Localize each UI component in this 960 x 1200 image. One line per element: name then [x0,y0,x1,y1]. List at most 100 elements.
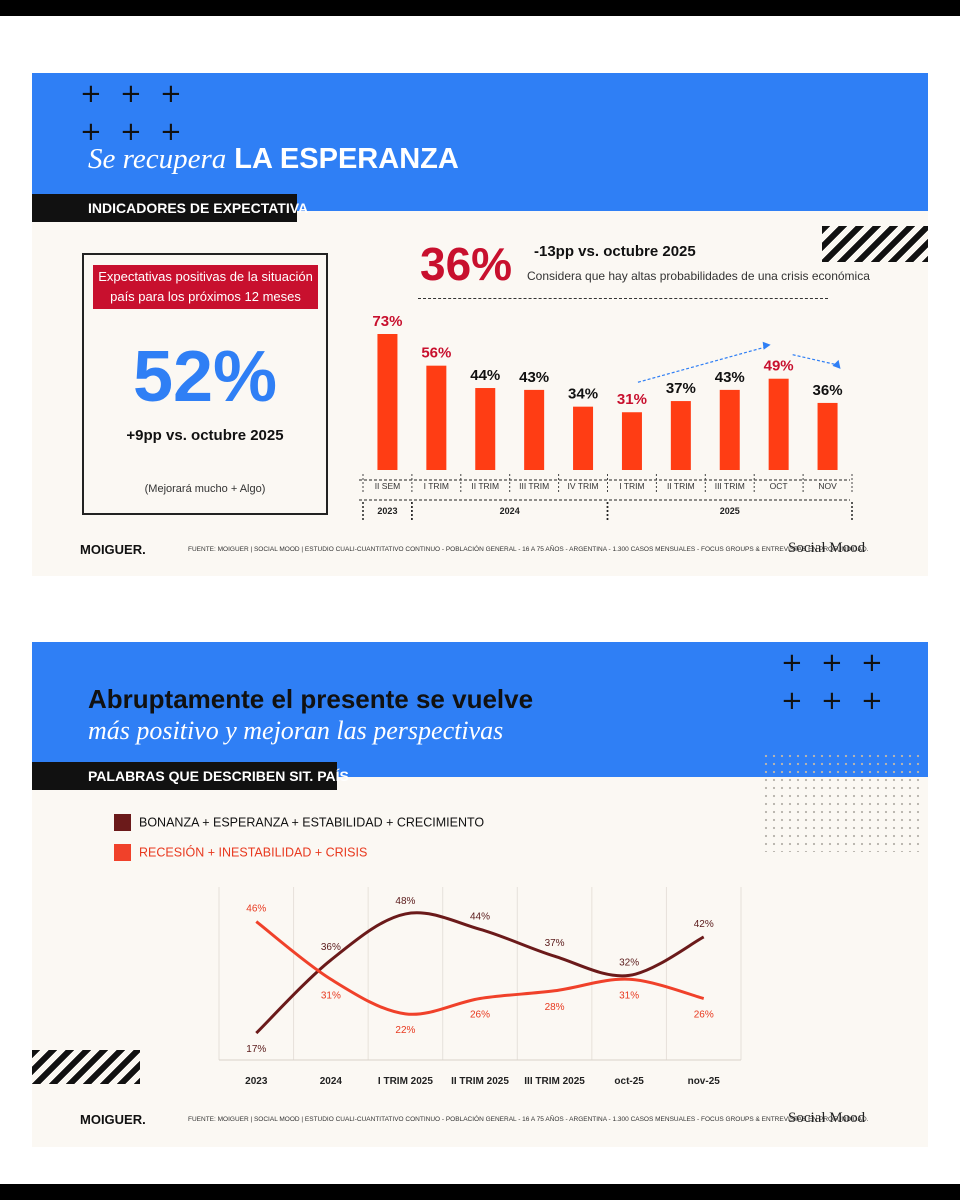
bottom-black-bar [0,1184,960,1200]
x-tick-label: NOV [818,481,837,491]
kpi-label-line2: país para los próximos 12 meses [110,289,301,304]
plus-icon: + [160,117,182,147]
data-label: 17% [246,1044,266,1055]
header-banner: + + + + + + Abruptamente el presente se … [32,642,928,777]
plus-icon: + [781,686,803,716]
slide-esperanza: + + + + + + Se recupera LA ESPERANZA IND… [32,73,928,576]
data-label: 37% [545,938,565,949]
social-mood-logo: Social Mood [788,1110,866,1126]
section-label: PALABRAS QUE DESCRIBEN SIT. PAÍS [32,762,349,790]
x-tick-label: OCT [770,481,788,491]
x-tick-label: II TRIM [667,481,695,491]
x-tick-label: 2024 [320,1076,343,1087]
data-label: 26% [694,1009,714,1020]
bar [377,334,398,470]
legend-label: RECESIÓN + INESTABILIDAD + CRISIS [139,845,368,860]
bar [768,378,789,470]
x-tick-label: oct-25 [614,1076,644,1087]
group-label: 2023 [377,506,397,516]
bar [817,402,838,470]
trend-arrow-down [792,354,838,366]
bar [670,401,691,470]
bar-value-label: 36% [813,382,843,399]
trend-arrow-up [637,346,767,383]
x-tick-label: II TRIM 2025 [451,1076,509,1087]
bar-value-label: 31% [617,391,647,408]
bar [719,389,740,470]
data-label: 28% [545,1002,565,1013]
plus-icon: + [80,117,102,147]
crisis-value: 36% [420,238,513,290]
bar [621,412,642,470]
x-tick-label: nov-25 [688,1076,721,1087]
bar [524,389,545,470]
legend-swatch [114,844,131,861]
plus-icon: + [160,79,182,109]
slide-title: Se recupera LA ESPERANZA [88,143,459,176]
hatch-decoration [822,226,928,262]
hatch-decoration [32,1050,140,1084]
social-mood-logo: Social Mood [788,540,866,556]
slide-subtitle: más positivo y mejoran las perspectivas [88,716,504,745]
bar-value-label: 73% [372,313,402,330]
data-label: 22% [395,1025,415,1036]
top-black-bar [0,0,960,16]
data-label: 32% [619,957,639,968]
dashed-separator [418,298,828,299]
arrow-head [762,341,771,350]
x-tick-label: III TRIM [715,481,745,491]
slide-palabras: + + + + + + Abruptamente el presente se … [32,642,928,1147]
source-note: FUENTE: MOIGUER | SOCIAL MOOD | ESTUDIO … [188,1116,869,1123]
source-note: FUENTE: MOIGUER | SOCIAL MOOD | ESTUDIO … [188,546,869,553]
group-label: 2025 [720,506,740,516]
bar-value-label: 56% [421,345,451,362]
bar [573,406,594,470]
kpi-label-line1: Expectativas positivas de la situación [98,269,313,284]
bar-value-label: 44% [470,367,500,384]
legend-swatch [114,814,131,831]
kpi-box: Expectativas positivas de la situación p… [82,253,328,515]
data-label: 44% [470,911,490,922]
plus-icon: + [80,79,102,109]
section-label: INDICADORES DE EXPECTATIVA [32,194,308,222]
x-tick-label: III TRIM [519,481,549,491]
x-tick-label: 2023 [245,1076,268,1087]
series-line-positive [255,911,705,1035]
legend-label: BONANZA + ESPERANZA + ESTABILIDAD + CREC… [139,815,485,830]
x-tick-label: II SEM [375,481,401,491]
bar-value-label: 34% [568,386,598,403]
x-tick-label: I TRIM 2025 [378,1076,433,1087]
data-label: 26% [470,1009,490,1020]
title-italic: Se recupera [88,143,227,175]
x-tick-label: I TRIM [424,481,449,491]
plus-icon: + [861,686,883,716]
series-line-negative [255,920,705,1016]
line-chart: 2023 2024 I TRIM 2025 II TRIM 2025 III TRIM … [218,887,742,1087]
kpi-label: Expectativas positivas de la situación p… [93,265,318,309]
bar-value-label: 43% [715,369,745,386]
data-label: 46% [246,904,266,915]
plus-icon: + [821,648,843,678]
bar-chart: 73% II SEM 56% I TRIM 44% II TRIM 43% III TRIM 3… [359,313,853,520]
kpi-value: 52% [132,337,278,417]
crisis-delta: -13pp vs. octubre 2025 [534,243,696,260]
bar [426,365,447,470]
x-tick-label: III TRIM 2025 [524,1076,585,1087]
crisis-note: Considera que hay altas probabilidades d… [527,269,870,283]
arrow-head [832,359,841,369]
group-label: 2024 [500,506,520,516]
dot-pattern-decoration [762,752,922,852]
slide-title: Abruptamente el presente se vuelve [88,684,534,714]
plus-icon: + [861,648,883,678]
legend-item-negative: RECESIÓN + INESTABILIDAD + CRISIS [114,844,367,861]
data-label: 31% [321,990,341,1001]
x-tick-label: II TRIM [471,481,499,491]
plus-icon: + [120,117,142,147]
header-banner: + + + + + + Se recupera LA ESPERANZA [32,73,928,211]
kpi-delta: +9pp vs. octubre 2025 [126,427,284,444]
plus-icon: + [120,79,142,109]
kpi-note: (Mejorará mucho + Algo) [144,483,266,495]
data-label: 31% [619,990,639,1001]
title-bold: LA ESPERANZA [234,143,459,175]
bar-value-label: 37% [666,380,696,397]
